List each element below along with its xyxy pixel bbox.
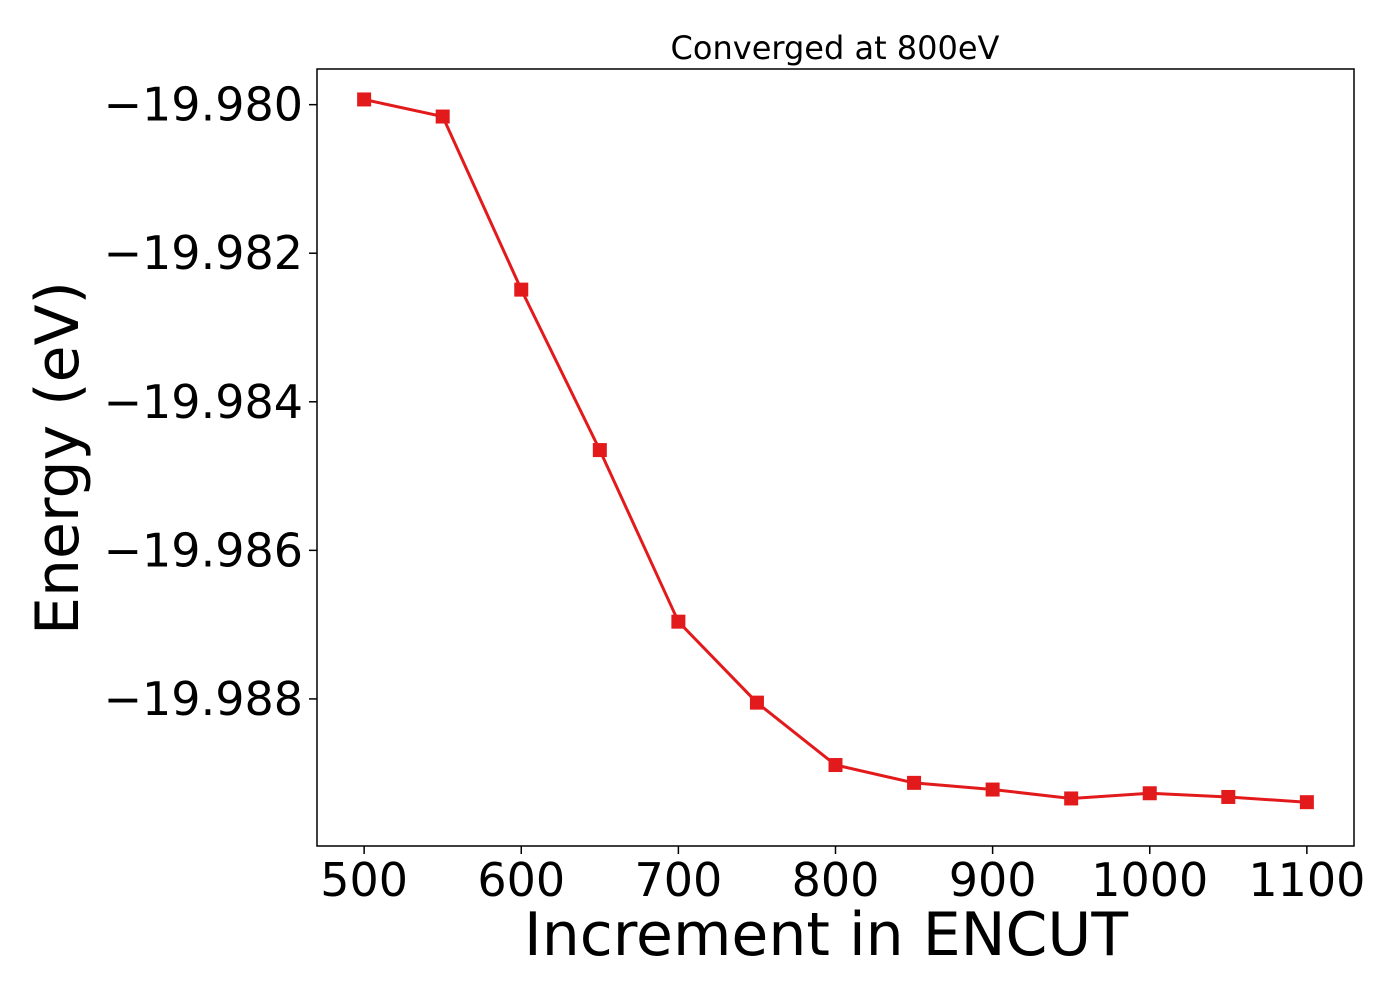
data-point [435, 109, 450, 124]
x-axis: 500 600 700 800 900 1000 1100 [320, 846, 1365, 907]
x-tick-label: 600 [477, 853, 565, 907]
series-markers [357, 92, 1314, 810]
x-tick-label: 700 [634, 853, 722, 907]
data-point [671, 614, 686, 629]
y-tick-label: −19.984 [104, 375, 304, 429]
x-tick-label: 900 [949, 853, 1037, 907]
data-point [828, 758, 843, 773]
x-axis-label: Increment in ENCUT [524, 900, 1128, 970]
data-point [985, 782, 1000, 797]
data-point [1064, 791, 1079, 806]
y-tick-label: −19.986 [104, 523, 304, 577]
x-tick-label: 500 [320, 853, 408, 907]
y-tick-label: −19.982 [104, 226, 304, 280]
y-tick-label: −19.988 [104, 672, 304, 726]
x-tick-label: 800 [792, 853, 880, 907]
y-axis-label: Energy (eV) [23, 281, 93, 635]
x-tick-label: 1100 [1248, 853, 1365, 907]
data-point [1299, 795, 1314, 810]
data-point [907, 775, 922, 790]
data-point [749, 695, 764, 710]
y-tick-label: −19.980 [104, 78, 304, 132]
data-point [1142, 786, 1157, 801]
data-point [514, 282, 529, 297]
x-tick-label: 1000 [1091, 853, 1208, 907]
chart-title: Converged at 800eV [671, 29, 1000, 67]
data-point [592, 443, 607, 458]
series-line [363, 98, 1307, 804]
y-axis: −19.980 −19.982 −19.984 −19.986 −19.988 [104, 78, 317, 726]
data-point [357, 92, 372, 107]
data-point [1221, 789, 1236, 804]
